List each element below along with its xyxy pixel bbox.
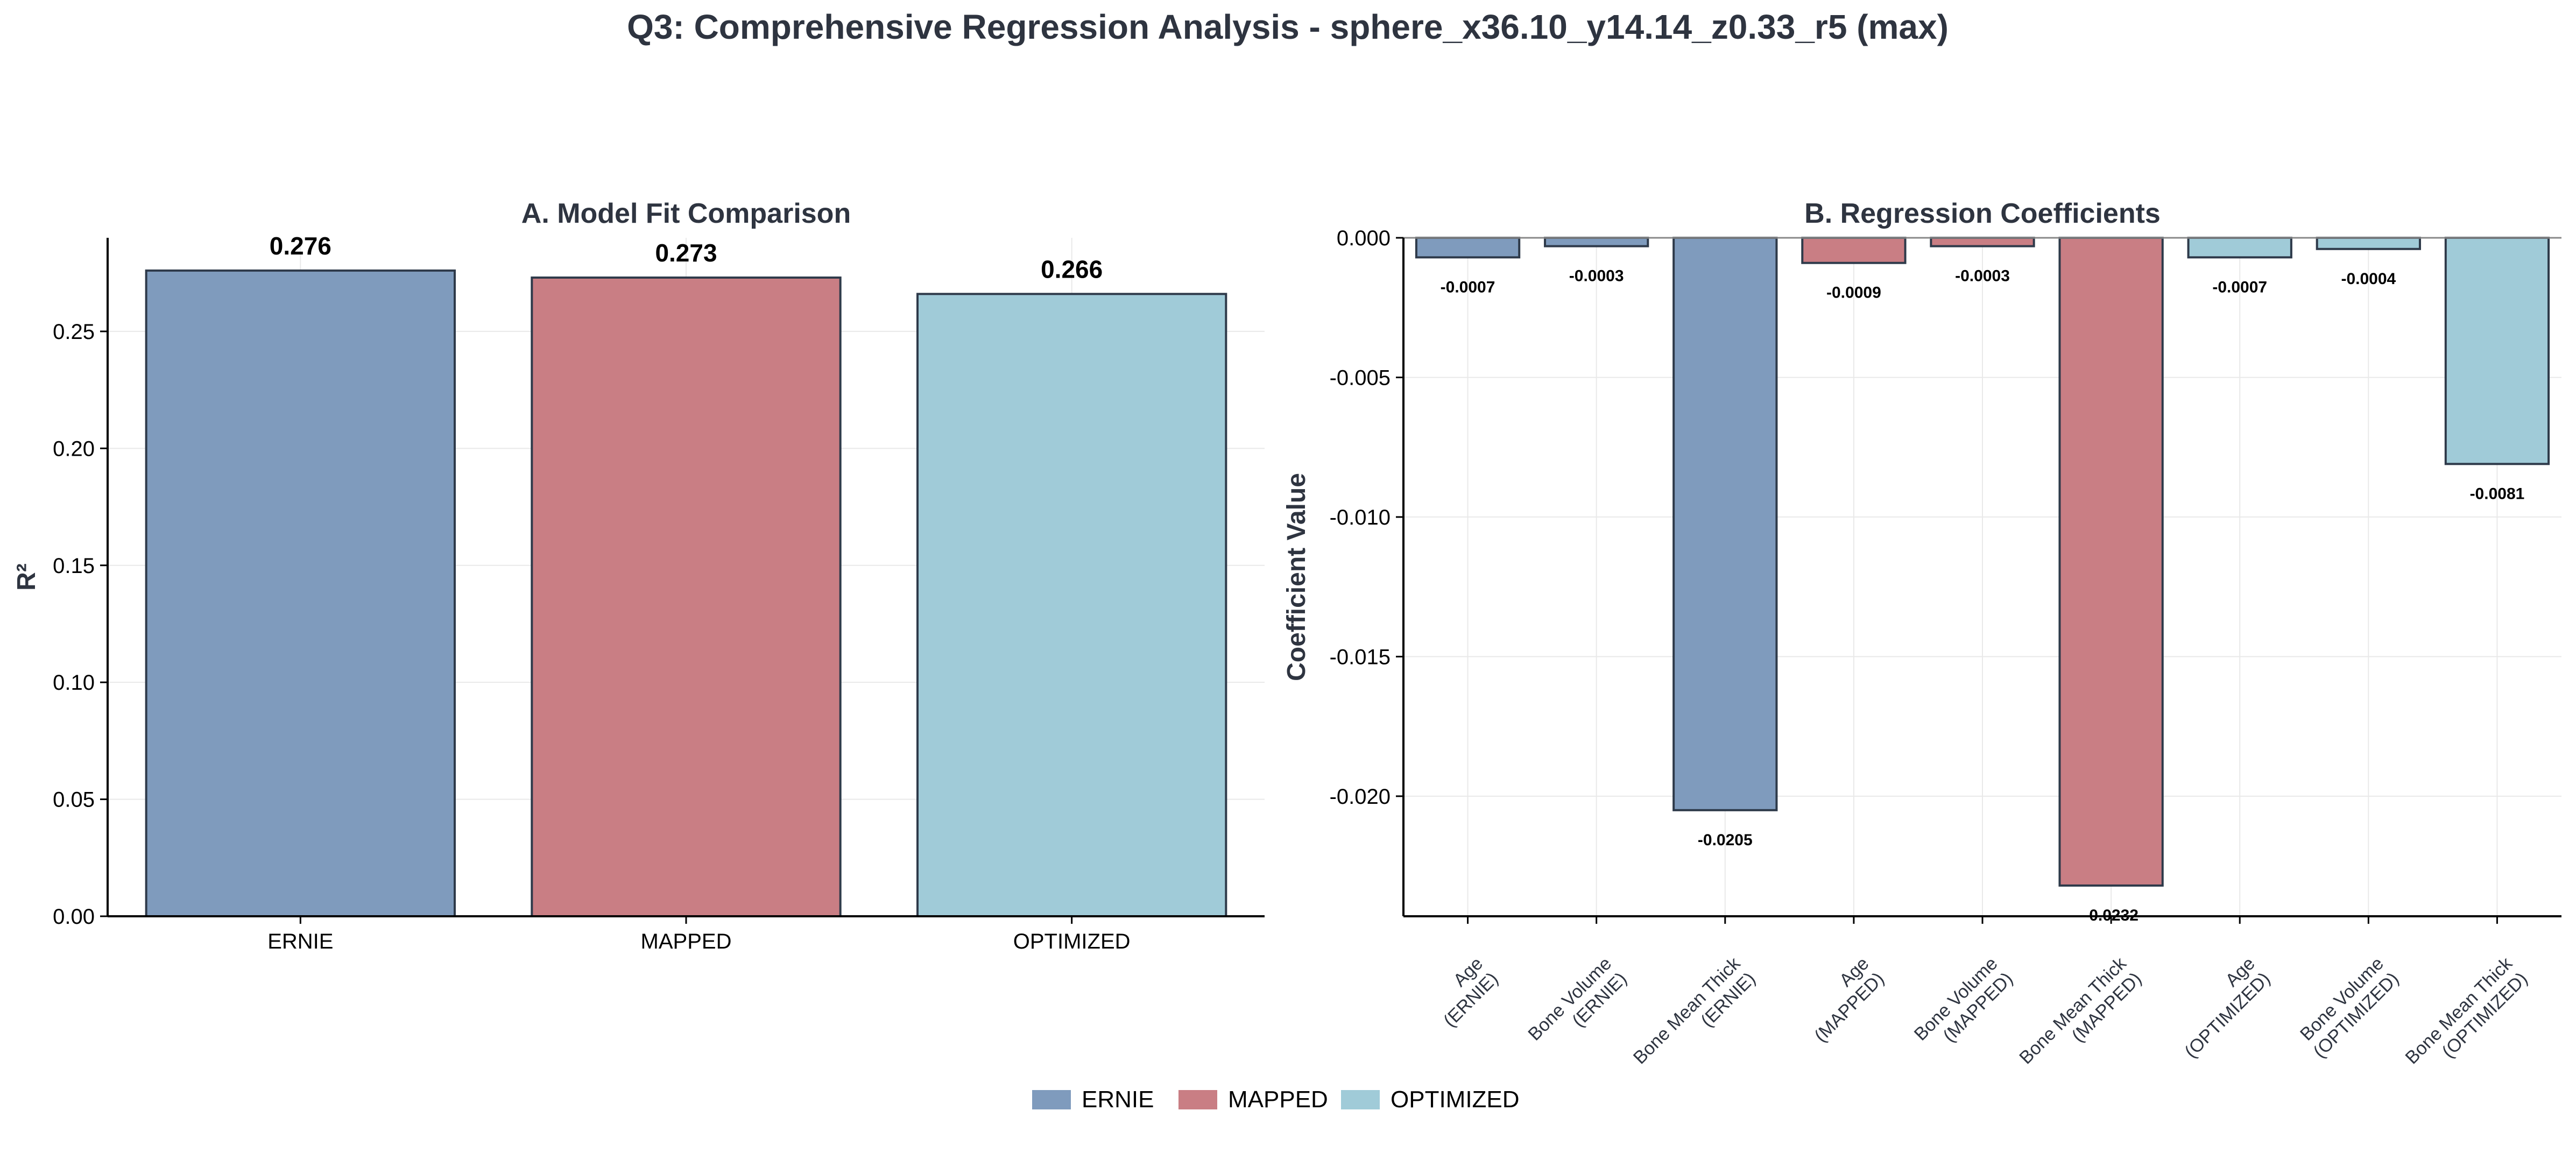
x-tick-label: Bone Volume(ERNIE) <box>1524 953 1631 1060</box>
legend-item: MAPPED <box>1178 1086 1328 1113</box>
x-tick-label: MAPPED <box>641 930 732 953</box>
bar <box>1801 237 1907 264</box>
legend: ERNIE MAPPED OPTIMIZED <box>1032 1086 1520 1113</box>
data-label: 0.266 <box>1041 255 1103 283</box>
x-tick-label: ERNIE <box>267 930 333 953</box>
panel-b-regression-coefficients: -0.0007 -0.0003 -0.0205 -0.0009 -0.0003 -0.02… <box>1282 198 2561 1084</box>
bar <box>2316 237 2421 250</box>
x-tick-label: Bone Volume(OPTIMIZED) <box>2294 953 2403 1062</box>
y-tick-label: -0.020 <box>1330 785 1391 809</box>
x-tick-label: Age(OPTIMIZED) <box>2165 953 2274 1062</box>
legend-swatch <box>1341 1090 1380 1109</box>
data-label: -0.0009 <box>1826 284 1881 302</box>
bar <box>916 293 1227 917</box>
y-tick-label: -0.015 <box>1330 645 1391 669</box>
data-label: -0.0081 <box>2470 485 2525 503</box>
data-label: -0.0205 <box>1698 831 1753 849</box>
bar <box>145 269 456 917</box>
y-tick-label: 0.05 <box>53 788 95 812</box>
y-tick-label: 0.000 <box>1337 227 1391 250</box>
x-tick-label: Bone Mean Thick(OPTIMIZED) <box>2402 953 2532 1084</box>
y-tick-label: 0.00 <box>53 905 95 929</box>
y-tick-label: 0.15 <box>53 554 95 578</box>
legend-item: ERNIE <box>1032 1086 1154 1113</box>
panel-a-model-fit: 0.276 0.273 0.266 0.00 0.05 0.10 0.15 0.20 0.25 E… <box>12 198 1265 953</box>
legend-swatch <box>1032 1090 1071 1109</box>
x-tick-label: Bone Volume(MAPPED) <box>1910 953 2017 1060</box>
bar <box>531 276 842 918</box>
x-tick-label: OPTIMIZED <box>1013 930 1131 953</box>
legend-label: OPTIMIZED <box>1391 1086 1520 1113</box>
panel-title: A. Model Fit Comparison <box>521 198 851 229</box>
y-tick-label: -0.005 <box>1330 366 1391 390</box>
x-tick-label: Age(ERNIE) <box>1424 953 1502 1031</box>
data-label: -0.0004 <box>2341 270 2396 288</box>
bar <box>1415 237 1521 259</box>
data-label: -0.0003 <box>1569 267 1624 285</box>
y-tick-label: 0.25 <box>53 320 95 344</box>
bar <box>1544 237 1649 247</box>
data-label: -0.0007 <box>1441 278 1495 296</box>
legend-swatch <box>1178 1090 1217 1109</box>
data-label: -0.0003 <box>1955 267 2010 285</box>
data-label: 0.273 <box>655 239 717 267</box>
x-tick-label: Bone Mean Thick(MAPPED) <box>2015 953 2146 1084</box>
y-axis-label: R² <box>12 563 41 591</box>
bar <box>2187 237 2292 259</box>
legend-label: ERNIE <box>1082 1086 1154 1113</box>
y-tick-label: -0.010 <box>1330 506 1391 529</box>
x-tick-label: Age(MAPPED) <box>1795 953 1888 1046</box>
x-tick-label: Bone Mean Thick(ERNIE) <box>1629 953 1760 1084</box>
y-tick-label: 0.20 <box>53 437 95 461</box>
bar <box>2444 237 2550 465</box>
data-label: 0.276 <box>270 232 331 260</box>
figure-title: Q3: Comprehensive Regression Analysis - … <box>627 8 1949 46</box>
legend-label: MAPPED <box>1228 1086 1328 1113</box>
y-axis-label: Coefficient Value <box>1282 473 1311 681</box>
y-tick-label: 0.10 <box>53 671 95 695</box>
bar <box>1672 237 1778 811</box>
panel-title: B. Regression Coefficients <box>1804 198 2161 229</box>
bar <box>1930 237 2035 247</box>
legend-item: OPTIMIZED <box>1341 1086 1520 1113</box>
data-label: -0.0007 <box>2212 278 2267 296</box>
bar <box>2058 237 2164 887</box>
